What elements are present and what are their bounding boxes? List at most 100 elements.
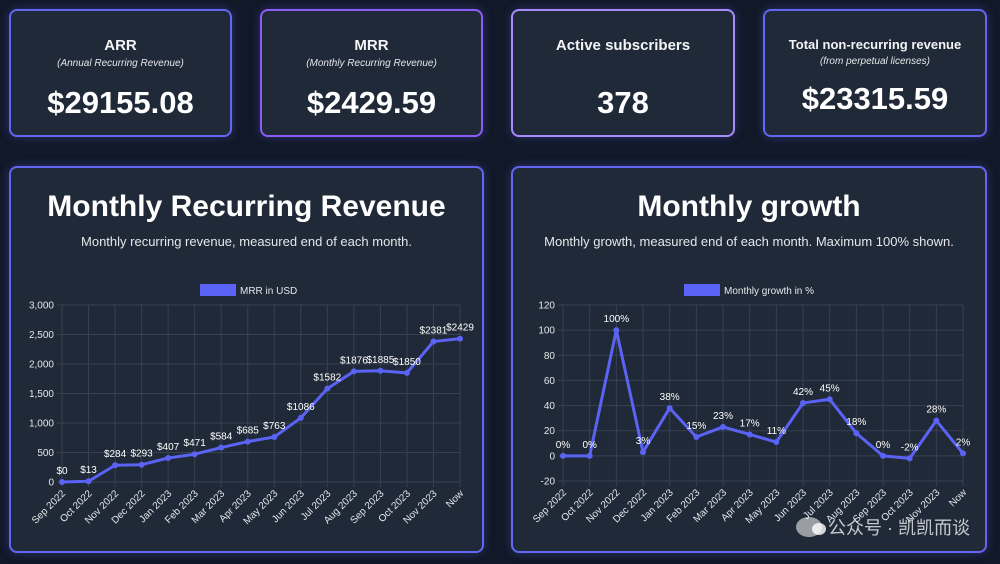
mrr-title: MRR	[354, 37, 389, 54]
data-label: 18%	[846, 417, 866, 428]
arr-title: ARR	[104, 37, 137, 54]
y-tick-label: 0	[549, 451, 555, 462]
data-label: $471	[184, 438, 207, 449]
mrr-value: $2429.59	[306, 85, 437, 120]
data-point	[324, 385, 331, 392]
data-point	[773, 439, 780, 446]
data-point	[826, 396, 833, 403]
mrr-chart-card: Monthly Recurring Revenue Monthly recurr…	[9, 166, 484, 553]
data-label: $293	[130, 449, 153, 460]
mrr-subtitle: (Monthly Recurring Revenue)	[306, 58, 437, 69]
x-tick-label: Now	[444, 488, 466, 510]
legend-swatch	[684, 284, 720, 296]
y-tick-label: 500	[37, 448, 54, 459]
legend-label: MRR in USD	[240, 286, 297, 297]
data-point	[586, 452, 593, 459]
arr-subtitle: (Annual Recurring Revenue)	[57, 58, 184, 69]
data-label: 15%	[686, 421, 706, 432]
data-point	[377, 367, 384, 374]
data-label: $1582	[313, 373, 341, 384]
y-tick-label: 2,000	[29, 360, 54, 371]
data-label: 42%	[793, 387, 813, 398]
data-point	[59, 479, 65, 485]
data-point	[800, 400, 806, 407]
data-label: 100%	[604, 314, 630, 325]
y-tick-label: 120	[538, 301, 555, 312]
arr-value: $29155.08	[47, 85, 194, 120]
data-label: -2%	[901, 442, 919, 453]
watermark: 公众号 · 凯凯而谈	[796, 514, 970, 540]
data-point	[960, 450, 966, 457]
data-point	[297, 414, 304, 421]
y-tick-label: 2,500	[29, 330, 54, 341]
data-label: 38%	[660, 392, 680, 403]
y-tick-label: 1,000	[29, 419, 54, 430]
y-tick-label: 60	[544, 376, 556, 387]
data-point	[165, 454, 172, 461]
data-label: $584	[210, 432, 233, 443]
mrr-chart-title: Monthly Recurring Revenue	[47, 190, 446, 223]
y-tick-label: 40	[544, 401, 556, 412]
wechat-icon	[796, 517, 826, 537]
non-recurring-value: $23315.59	[801, 81, 949, 116]
data-label: 3%	[636, 436, 651, 447]
data-point	[640, 449, 646, 456]
y-tick-label: 1,500	[29, 389, 54, 400]
y-tick-label: 3,000	[29, 301, 54, 312]
data-point	[244, 438, 251, 445]
data-label: 28%	[926, 405, 946, 416]
data-point	[666, 405, 673, 412]
growth-chart-card: Monthly growth Monthly growth, measured …	[511, 166, 987, 553]
data-point	[218, 444, 225, 451]
legend-swatch	[200, 284, 236, 296]
data-point	[350, 368, 357, 375]
non-recurring-card: Total non-recurring revenue (from perpet…	[763, 9, 987, 137]
data-label: $2381	[420, 326, 448, 337]
data-label: $0	[56, 466, 68, 477]
data-point	[853, 430, 860, 437]
data-point	[138, 461, 145, 468]
data-point	[85, 478, 92, 485]
series-line	[61, 337, 461, 484]
data-point	[933, 417, 940, 424]
data-label: 0%	[876, 440, 891, 451]
y-tick-label: -20	[541, 477, 556, 488]
data-label: $763	[263, 421, 286, 432]
y-tick-label: 80	[544, 351, 556, 362]
data-label: 23%	[713, 411, 733, 422]
data-point	[560, 452, 566, 459]
data-label: $284	[104, 449, 127, 460]
mrr-card: MRR (Monthly Recurring Revenue) $2429.59	[260, 9, 483, 137]
data-label: $685	[237, 426, 260, 437]
data-point	[720, 423, 726, 430]
data-point	[112, 462, 119, 469]
data-label: $13	[80, 465, 97, 476]
data-point	[403, 369, 410, 376]
data-label: $2429	[446, 323, 474, 334]
data-label: $1885	[366, 355, 394, 366]
arr-card: ARR (Annual Recurring Revenue) $29155.08	[9, 9, 232, 137]
non-recurring-subtitle: (from perpetual licenses)	[819, 56, 931, 67]
subscribers-value: 378	[597, 85, 649, 120]
data-label: $1876	[340, 355, 368, 366]
subscribers-card: Active subscribers 378	[511, 9, 735, 137]
series-line	[563, 328, 965, 460]
data-point	[430, 338, 437, 345]
data-point	[271, 433, 278, 440]
data-label: 0%	[556, 440, 571, 451]
data-label: $1850	[393, 357, 421, 368]
mrr-chart-subtitle: Monthly recurring revenue, measured end …	[81, 234, 412, 249]
growth-chart-title: Monthly growth	[637, 190, 861, 223]
x-tick-label: Now	[947, 487, 969, 509]
data-point	[191, 451, 198, 458]
y-tick-label: 0	[48, 478, 54, 489]
y-tick-label: 100	[538, 326, 555, 337]
data-point	[457, 335, 463, 342]
growth-chart-subtitle: Monthly growth, measured end of each mon…	[544, 234, 954, 249]
legend-label: Monthly growth in %	[724, 286, 814, 297]
data-label: $407	[157, 442, 180, 453]
data-label: 11%	[767, 426, 786, 437]
growth-line-chart: Monthly growth in %-20020406080100120Sep…	[531, 284, 971, 526]
data-label: 45%	[820, 383, 840, 394]
data-label: 2%	[956, 437, 971, 448]
